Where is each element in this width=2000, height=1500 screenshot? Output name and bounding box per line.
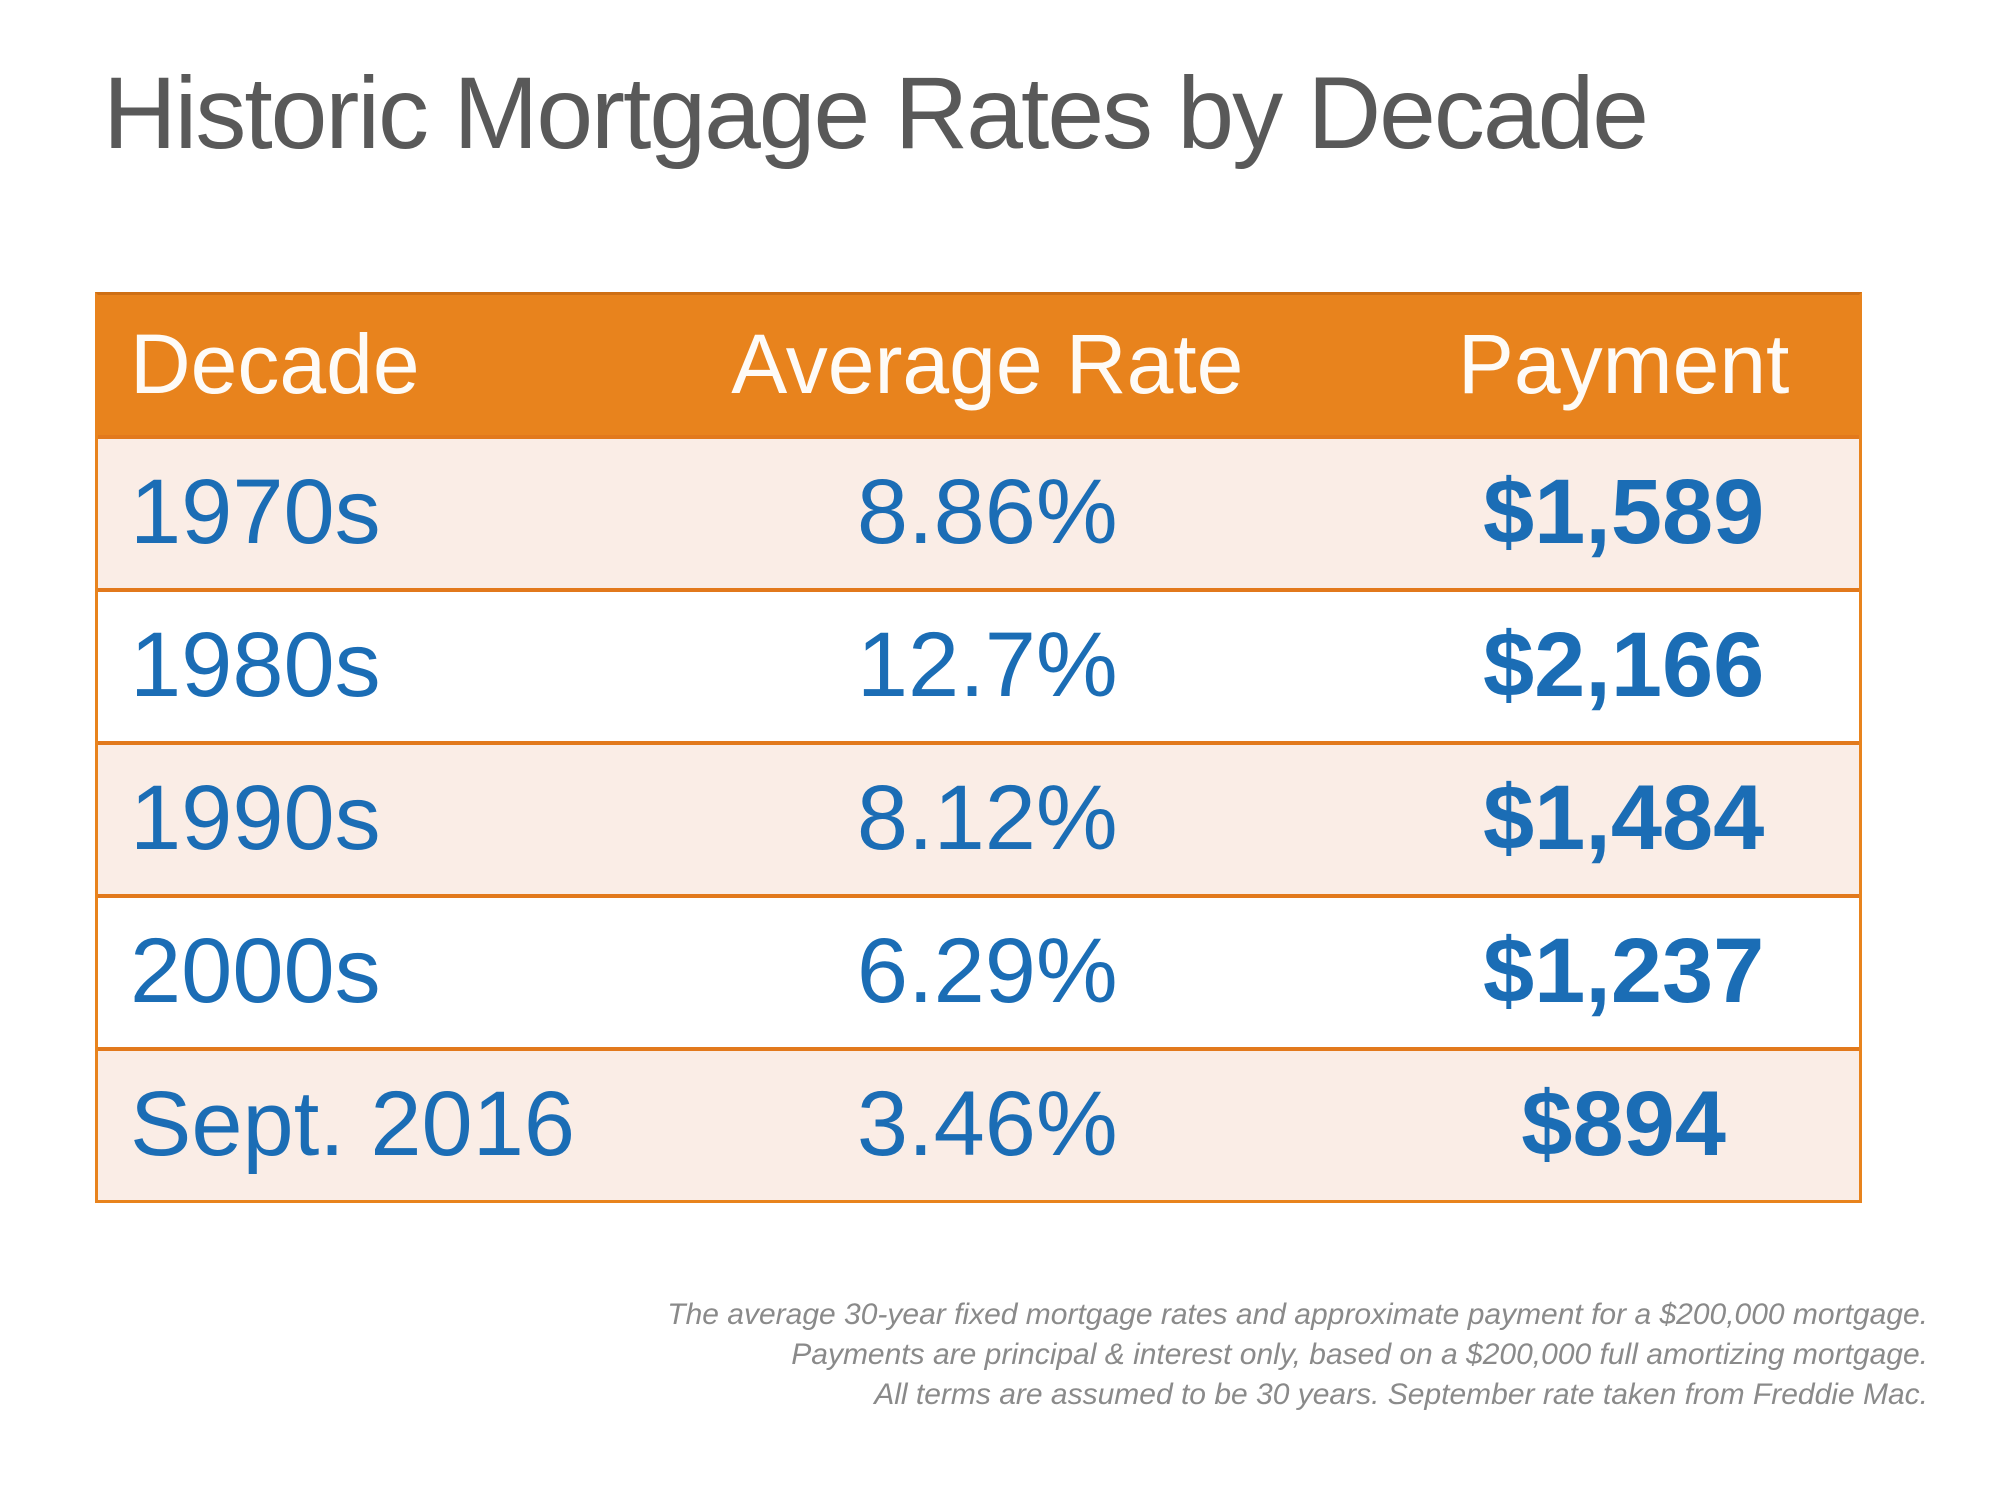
table-row-2000s: 2000s 6.29% $1,237 <box>98 894 1859 1047</box>
table-row-sept-2016: Sept. 2016 3.46% $894 <box>98 1047 1859 1200</box>
footnote-line-2: Payments are principal & interest only, … <box>791 1338 1928 1371</box>
table-row-1990s: 1990s 8.12% $1,484 <box>98 741 1859 894</box>
footnote: The average 30-year fixed mortgage rates… <box>667 1295 1928 1415</box>
cell-payment: $894 <box>1521 1073 1726 1175</box>
cell-decade: Sept. 2016 <box>130 1073 576 1175</box>
cell-payment: $2,166 <box>1482 614 1765 716</box>
cell-decade: 2000s <box>130 920 381 1022</box>
table-row-1970s: 1970s 8.86% $1,589 <box>98 435 1859 588</box>
cell-average-rate: 6.29% <box>856 920 1118 1022</box>
mortgage-rates-table: Decade Average Rate Payment 1970s 8.86% … <box>95 292 1862 1203</box>
cell-decade: 1990s <box>130 767 381 869</box>
page-title: Historic Mortgage Rates by Decade <box>103 56 1649 170</box>
table-header-row: Decade Average Rate Payment <box>98 295 1859 435</box>
column-header-decade: Decade <box>130 317 420 411</box>
footnote-line-1: The average 30-year fixed mortgage rates… <box>667 1298 1928 1331</box>
cell-decade: 1970s <box>130 461 381 563</box>
table-row-1980s: 1980s 12.7% $2,166 <box>98 588 1859 741</box>
cell-average-rate: 12.7% <box>856 614 1118 716</box>
column-header-average-rate: Average Rate <box>731 317 1244 411</box>
footnote-line-3: All terms are assumed to be 30 years. Se… <box>874 1378 1928 1411</box>
cell-payment: $1,237 <box>1482 920 1765 1022</box>
column-header-payment: Payment <box>1457 317 1790 411</box>
cell-decade: 1980s <box>130 614 381 716</box>
cell-average-rate: 3.46% <box>856 1073 1118 1175</box>
cell-payment: $1,484 <box>1482 767 1765 869</box>
cell-payment: $1,589 <box>1482 461 1765 563</box>
cell-average-rate: 8.12% <box>856 767 1118 869</box>
cell-average-rate: 8.86% <box>856 461 1118 563</box>
